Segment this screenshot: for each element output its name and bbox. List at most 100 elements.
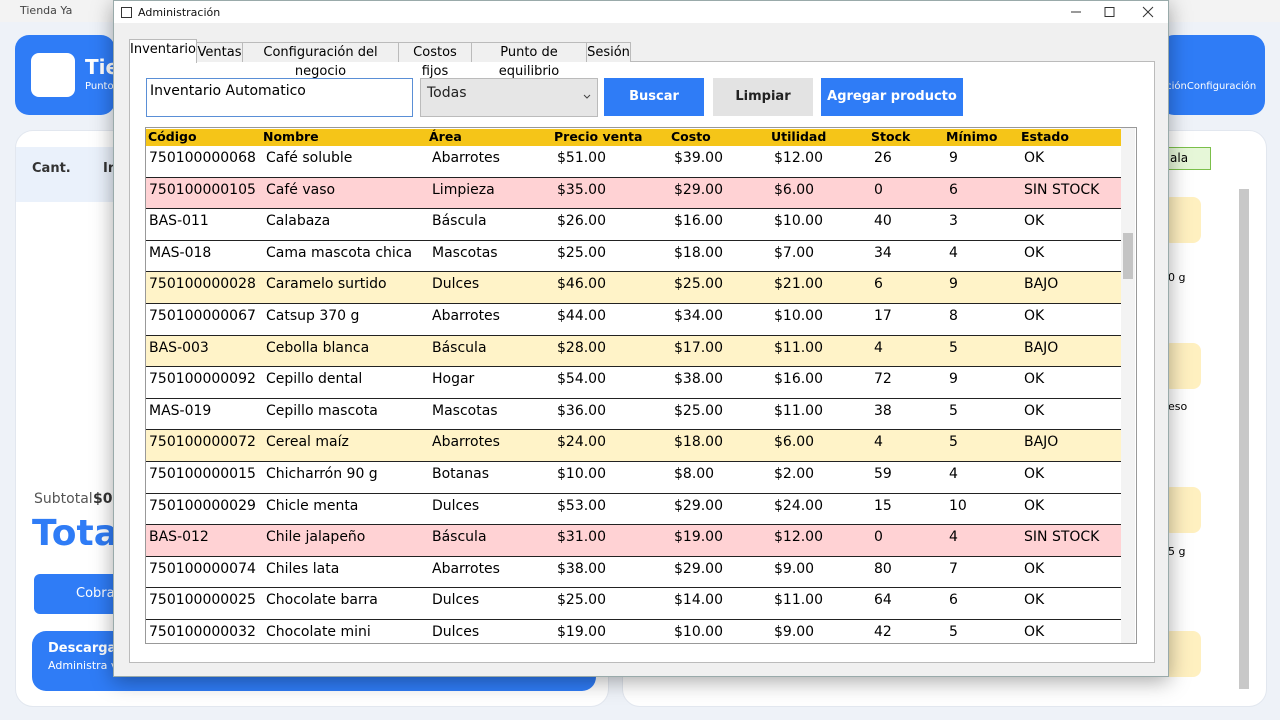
table-cell[interactable]: 15	[874, 497, 892, 514]
table-cell[interactable]: Báscula	[432, 339, 487, 356]
table-cell[interactable]: $29.00	[674, 560, 723, 577]
table-scrollbar[interactable]	[1121, 128, 1135, 643]
tab[interactable]: Configuración del negocio	[242, 42, 399, 79]
search-button[interactable]: Buscar	[604, 78, 704, 116]
tab[interactable]: Ventas	[196, 42, 243, 62]
table-cell[interactable]: $29.00	[674, 181, 723, 198]
table-cell[interactable]: $10.00	[674, 624, 723, 640]
table-cell[interactable]: Caramelo surtido	[266, 276, 387, 293]
table-cell[interactable]: Cepillo mascota	[266, 402, 378, 419]
table-cell[interactable]: Abarrotes	[432, 560, 500, 577]
table-row[interactable]: 750100000074 Chiles lata Abarrotes $38.00 $2…	[146, 556, 1121, 589]
table-cell[interactable]: OK	[1024, 560, 1045, 577]
table-cell[interactable]: Catsup 370 g	[266, 308, 360, 324]
table-cell[interactable]: 9	[949, 371, 958, 388]
table-cell[interactable]: BAS-011	[149, 213, 209, 230]
tab[interactable]: Punto de equilibrio	[471, 42, 587, 79]
table-cell[interactable]: SIN STOCK	[1024, 181, 1100, 198]
table-cell[interactable]: 6	[874, 276, 883, 293]
table-cell[interactable]: 4	[874, 434, 883, 451]
config-card[interactable]: aciónConfiguración	[1160, 35, 1265, 115]
table-cell[interactable]: 7	[949, 560, 958, 577]
table-cell[interactable]: $25.00	[557, 592, 606, 609]
clear-button[interactable]: Limpiar	[713, 78, 813, 116]
table-row[interactable]: 750100000032 Chocolate mini Dulces $19.00 $1…	[146, 620, 1121, 643]
table-cell[interactable]: 4	[874, 339, 883, 356]
tab[interactable]: Sesión	[586, 42, 631, 62]
table-cell[interactable]: $36.00	[557, 402, 606, 419]
table-row[interactable]: 750100000105 Café vaso Limpieza $35.00 $29.0…	[146, 177, 1121, 210]
table-cell[interactable]: $2.00	[774, 466, 815, 482]
table-cell[interactable]: OK	[1024, 244, 1045, 261]
table-cell[interactable]: 5	[949, 402, 958, 419]
table-cell[interactable]: Cepillo dental	[266, 371, 363, 388]
table-cell[interactable]: $25.00	[674, 276, 723, 293]
table-cell[interactable]: 750100000074	[149, 560, 256, 577]
table-cell[interactable]: Báscula	[432, 529, 487, 546]
table-cell[interactable]: Café soluble	[266, 150, 353, 166]
table-cell[interactable]: 40	[874, 213, 892, 230]
table-cell[interactable]: Chicle menta	[266, 497, 359, 514]
table-cell[interactable]: 750100000105	[149, 181, 256, 198]
table-cell[interactable]: Mascotas	[432, 244, 498, 261]
table-cell[interactable]: $11.00	[774, 402, 823, 419]
table-cell[interactable]: 750100000072	[149, 434, 256, 451]
table-cell[interactable]: 17	[874, 308, 892, 324]
table-cell[interactable]: Cama mascota chica	[266, 244, 413, 261]
table-cell[interactable]: 5	[949, 434, 958, 451]
table-cell[interactable]: 750100000068	[149, 150, 256, 166]
table-cell[interactable]: 26	[874, 150, 892, 166]
table-cell[interactable]: 3	[949, 213, 958, 230]
table-row[interactable]: 750100000092 Cepillo dental Hogar $54.00 $38…	[146, 367, 1121, 399]
table-cell[interactable]: Abarrotes	[432, 150, 500, 166]
table-cell[interactable]: OK	[1024, 308, 1045, 324]
table-row[interactable]: BAS-003 Cebolla blanca Báscula $28.00 $17.00…	[146, 335, 1121, 368]
table-cell[interactable]: 750100000092	[149, 371, 256, 388]
table-cell[interactable]: $44.00	[557, 308, 606, 324]
table-cell[interactable]: $38.00	[674, 371, 723, 388]
table-cell[interactable]: Chocolate mini	[266, 624, 371, 640]
table-cell[interactable]: OK	[1024, 497, 1045, 514]
table-cell[interactable]: $18.00	[674, 244, 723, 261]
table-cell[interactable]: $25.00	[557, 244, 606, 261]
table-cell[interactable]: $39.00	[674, 150, 723, 166]
table-cell[interactable]: OK	[1024, 402, 1045, 419]
table-cell[interactable]: $7.00	[774, 244, 815, 261]
table-cell[interactable]: 750100000015	[149, 466, 256, 482]
table-cell[interactable]: Hogar	[432, 371, 475, 388]
table-cell[interactable]: $21.00	[774, 276, 823, 293]
table-cell[interactable]: $24.00	[557, 434, 606, 451]
table-cell[interactable]: 4	[949, 466, 958, 482]
table-cell[interactable]: $9.00	[774, 560, 815, 577]
table-row[interactable]: MAS-019 Cepillo mascota Mascotas $36.00 $25.…	[146, 398, 1121, 431]
tab[interactable]: Inventario	[129, 39, 197, 63]
add-button[interactable]: Agregar producto	[821, 78, 963, 116]
table-cell[interactable]: Limpieza	[432, 181, 495, 198]
table-cell[interactable]: Café vaso	[266, 181, 336, 198]
tab[interactable]: Costos fijos	[398, 42, 472, 79]
scrollbar[interactable]	[1239, 189, 1249, 689]
table-row[interactable]: 750100000028 Caramelo surtido Dulces $46.00…	[146, 272, 1121, 304]
table-cell[interactable]: Chicharrón 90 g	[266, 466, 378, 482]
table-cell[interactable]: 0	[874, 529, 883, 546]
table-cell[interactable]: $19.00	[674, 529, 723, 546]
scroll-thumb[interactable]	[1123, 233, 1133, 279]
table-cell[interactable]: $51.00	[557, 150, 606, 166]
table-row[interactable]: 750100000072 Cereal maíz Abarrotes $24.00 $1…	[146, 430, 1121, 462]
table-row[interactable]: MAS-018 Cama mascota chica Mascotas $25.00 $…	[146, 240, 1121, 273]
table-cell[interactable]: Mascotas	[432, 402, 498, 419]
charge-label[interactable]: Cobra	[76, 586, 115, 601]
table-cell[interactable]: $31.00	[557, 529, 606, 546]
table-cell[interactable]: BAJO	[1024, 276, 1059, 293]
table-cell[interactable]: OK	[1024, 213, 1045, 230]
table-cell[interactable]: $6.00	[774, 181, 815, 198]
table-cell[interactable]: $10.00	[557, 466, 606, 482]
table-cell[interactable]: OK	[1024, 466, 1045, 482]
table-cell[interactable]: Dulces	[432, 497, 480, 514]
table-cell[interactable]: $34.00	[674, 308, 723, 324]
table-cell[interactable]: 5	[949, 339, 958, 356]
table-cell[interactable]: $29.00	[674, 497, 723, 514]
table-cell[interactable]: $16.00	[774, 371, 823, 388]
table-cell[interactable]: BAJO	[1024, 339, 1059, 356]
table-cell[interactable]: $8.00	[674, 466, 715, 482]
